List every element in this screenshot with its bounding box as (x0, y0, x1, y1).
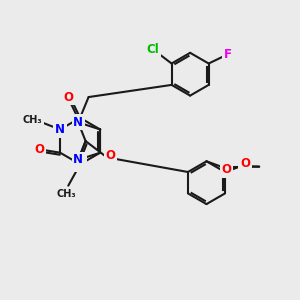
Text: N: N (55, 123, 65, 136)
Text: O: O (64, 91, 74, 103)
Text: O: O (221, 163, 231, 176)
Text: CH₃: CH₃ (57, 189, 76, 199)
Text: O: O (34, 143, 44, 156)
Text: O: O (106, 148, 116, 162)
Text: O: O (240, 157, 250, 170)
Text: Cl: Cl (147, 43, 160, 56)
Text: N: N (75, 158, 85, 171)
Text: N: N (73, 153, 83, 166)
Text: CH₃: CH₃ (22, 115, 42, 125)
Text: N: N (73, 116, 83, 129)
Text: F: F (224, 48, 232, 61)
